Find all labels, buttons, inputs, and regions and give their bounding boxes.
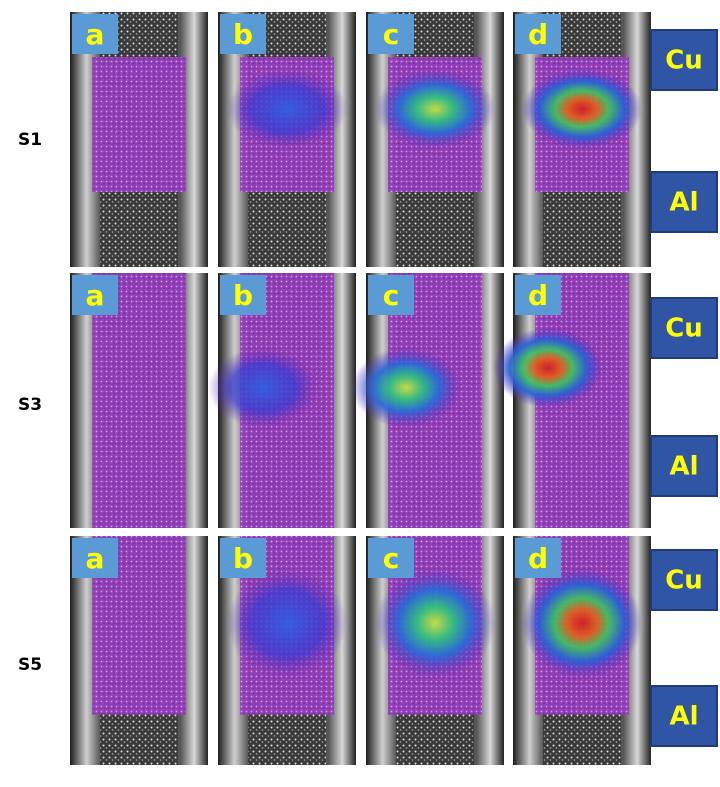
panel-label: c [383,542,400,575]
strain-hotspot [227,69,347,149]
strain-hotspot [522,568,642,678]
panel-label: b [233,279,253,312]
panel-label: d [528,279,548,312]
strain-hotspot [375,568,495,678]
panel-label: b [233,18,253,51]
row-label: S5 [18,655,42,675]
material-label: Al [669,702,698,732]
panel-label: d [528,542,548,575]
panel-label: d [528,18,548,51]
panel-label: a [86,542,105,575]
panel-label: b [233,542,253,575]
figure: S1 a b c d Cu Al S3 a b c d Cu Al S5 a b c d Cu Al [0,0,720,787]
strain-hotspot [351,348,461,428]
panel-label: a [86,18,105,51]
material-label: Al [669,452,698,482]
strain-hotspot [208,348,318,428]
strain-hotspot [227,568,347,678]
panel-label: c [383,279,400,312]
row-label: S1 [18,130,42,150]
strain-overlay [92,57,186,192]
strain-hotspot [493,328,603,408]
strain-hotspot [375,69,495,149]
material-label: Cu [665,46,703,76]
row-label: S3 [18,395,42,415]
material-label: Al [669,188,698,218]
strain-hotspot [522,69,642,149]
panel-label: c [383,18,400,51]
material-label: Cu [665,566,703,596]
panel-label: a [86,279,105,312]
material-label: Cu [665,314,703,344]
